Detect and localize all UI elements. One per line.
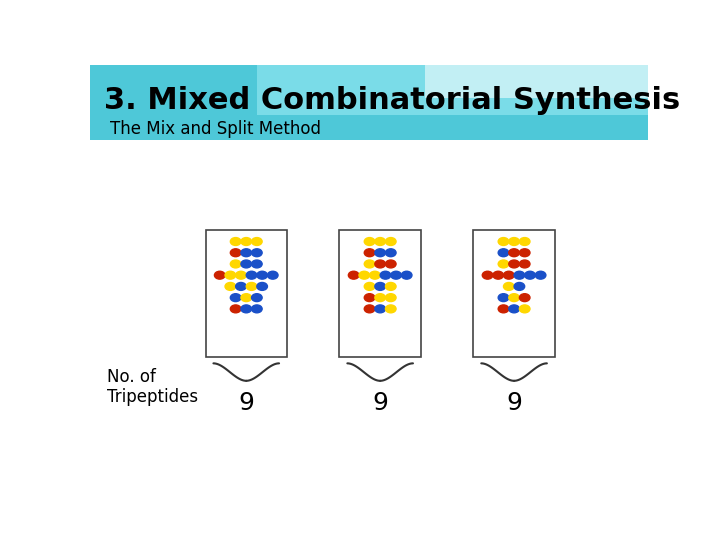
Circle shape	[385, 238, 396, 246]
Circle shape	[385, 305, 396, 313]
Circle shape	[509, 260, 519, 268]
Circle shape	[385, 294, 396, 302]
Circle shape	[267, 271, 278, 279]
Circle shape	[375, 305, 385, 313]
Circle shape	[215, 271, 225, 279]
Text: 9: 9	[238, 391, 254, 415]
Circle shape	[364, 238, 375, 246]
Circle shape	[519, 238, 530, 246]
FancyBboxPatch shape	[339, 230, 421, 357]
Polygon shape	[258, 65, 648, 114]
Circle shape	[230, 260, 241, 268]
Circle shape	[230, 294, 241, 302]
FancyBboxPatch shape	[90, 65, 648, 140]
Circle shape	[509, 294, 519, 302]
Circle shape	[493, 271, 503, 279]
Circle shape	[498, 305, 509, 313]
Circle shape	[364, 249, 375, 256]
Circle shape	[364, 282, 375, 291]
Circle shape	[503, 282, 514, 291]
Circle shape	[509, 305, 519, 313]
Text: 9: 9	[372, 391, 388, 415]
Circle shape	[225, 271, 235, 279]
Circle shape	[251, 238, 262, 246]
Circle shape	[498, 260, 509, 268]
Circle shape	[514, 271, 525, 279]
Circle shape	[375, 260, 385, 268]
Circle shape	[482, 271, 493, 279]
Circle shape	[509, 238, 519, 246]
Circle shape	[375, 249, 385, 256]
Circle shape	[235, 271, 246, 279]
Circle shape	[251, 305, 262, 313]
Circle shape	[375, 282, 385, 291]
Circle shape	[230, 238, 241, 246]
Circle shape	[385, 249, 396, 256]
Circle shape	[230, 305, 241, 313]
Circle shape	[391, 271, 401, 279]
Circle shape	[498, 249, 509, 256]
Circle shape	[225, 282, 235, 291]
FancyBboxPatch shape	[205, 230, 287, 357]
FancyBboxPatch shape	[473, 230, 555, 357]
Circle shape	[375, 238, 385, 246]
Circle shape	[348, 271, 359, 279]
Circle shape	[519, 249, 530, 256]
Circle shape	[364, 294, 375, 302]
Circle shape	[503, 271, 514, 279]
Circle shape	[241, 238, 251, 246]
Circle shape	[241, 249, 251, 256]
Circle shape	[375, 294, 385, 302]
Circle shape	[498, 294, 509, 302]
Circle shape	[364, 305, 375, 313]
Circle shape	[359, 271, 369, 279]
Circle shape	[241, 305, 251, 313]
Circle shape	[525, 271, 535, 279]
Circle shape	[251, 294, 262, 302]
Circle shape	[498, 238, 509, 246]
Circle shape	[401, 271, 412, 279]
Circle shape	[519, 294, 530, 302]
Polygon shape	[425, 65, 648, 98]
Circle shape	[230, 249, 241, 256]
Circle shape	[235, 282, 246, 291]
Circle shape	[385, 282, 396, 291]
Circle shape	[257, 271, 267, 279]
Circle shape	[241, 294, 251, 302]
Circle shape	[241, 260, 251, 268]
Circle shape	[364, 260, 375, 268]
Circle shape	[251, 260, 262, 268]
Circle shape	[369, 271, 380, 279]
Circle shape	[519, 260, 530, 268]
Circle shape	[509, 249, 519, 256]
Circle shape	[246, 271, 257, 279]
Circle shape	[385, 260, 396, 268]
Circle shape	[257, 282, 267, 291]
Text: The Mix and Split Method: The Mix and Split Method	[109, 120, 320, 138]
Circle shape	[251, 249, 262, 256]
Text: No. of
Tripeptides: No. of Tripeptides	[107, 368, 198, 406]
Circle shape	[246, 282, 257, 291]
Circle shape	[380, 271, 391, 279]
Circle shape	[514, 282, 525, 291]
Circle shape	[535, 271, 546, 279]
Text: 9: 9	[506, 391, 522, 415]
Text: 3. Mixed Combinatorial Synthesis: 3. Mixed Combinatorial Synthesis	[104, 86, 680, 114]
Circle shape	[519, 305, 530, 313]
